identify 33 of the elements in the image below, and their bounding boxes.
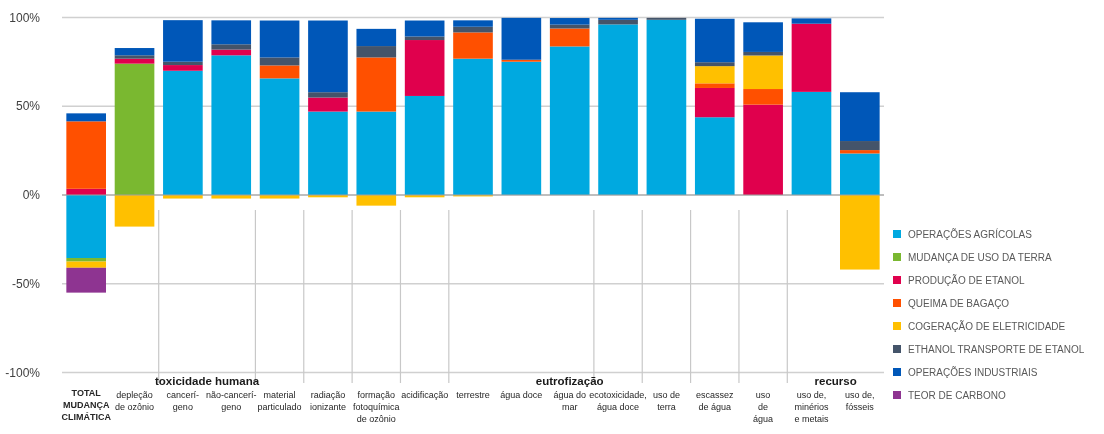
x-tick-label: radiação ionizante bbox=[309, 390, 346, 412]
x-tick-label: escassez de água bbox=[696, 390, 735, 412]
x-tick-label: não-cancerí- geno bbox=[205, 390, 257, 412]
y-tick-label: -100% bbox=[5, 365, 41, 380]
x-tick-label: água do mar bbox=[553, 390, 586, 412]
legend-label: QUEIMA DE BAGAÇO bbox=[908, 297, 1010, 309]
text: recurso bbox=[814, 375, 857, 387]
x-tick-label: depleção de ozônio bbox=[115, 390, 155, 412]
x-tick-label: uso de água bbox=[753, 390, 774, 424]
x-tick-label: terrestre bbox=[456, 390, 490, 400]
x-tick-label: ecotoxicidade, água doce bbox=[589, 390, 647, 412]
legend-label: ETHANOL TRANSPORTE DE ETANOL bbox=[908, 343, 1085, 355]
text: eutrofização bbox=[535, 375, 604, 387]
x-tick-label: cancerí- geno bbox=[166, 390, 200, 412]
legend-label: TEOR DE CARBONO bbox=[908, 389, 1007, 401]
y-tick-label: 50% bbox=[15, 99, 41, 114]
y-tick-label: 100% bbox=[9, 10, 41, 25]
y-tick-label: -50% bbox=[11, 276, 41, 291]
x-tick-label: acidificação bbox=[401, 390, 449, 400]
x-tick-label: uso de, fósseis bbox=[845, 390, 875, 412]
x-tick-label: formação fotoquímica de ozônio bbox=[353, 390, 400, 424]
legend-label: OPERAÇÕES AGRÍCOLAS bbox=[908, 227, 1033, 240]
text: toxicidade humana bbox=[154, 375, 260, 387]
legend-label: COGERAÇÃO DE ELETRICIDADE bbox=[908, 319, 1066, 332]
x-tick-label: TOTAL MUDANÇA CLIMÁTICA bbox=[61, 388, 112, 422]
legend-label: MUDANÇA DE USO DA TERRA bbox=[908, 251, 1053, 263]
x-tick-label: material particulado bbox=[257, 390, 302, 412]
legend-label: OPERAÇÕES INDUSTRIAIS bbox=[908, 365, 1038, 378]
x-tick-label: uso de terra bbox=[652, 390, 680, 412]
x-tick-label: água doce bbox=[500, 390, 543, 400]
x-tick-label: uso de, minérios e metais bbox=[794, 390, 829, 424]
y-tick-label: 0% bbox=[22, 188, 41, 203]
legend-label: PRODUÇÃO DE ETANOL bbox=[908, 273, 1025, 286]
